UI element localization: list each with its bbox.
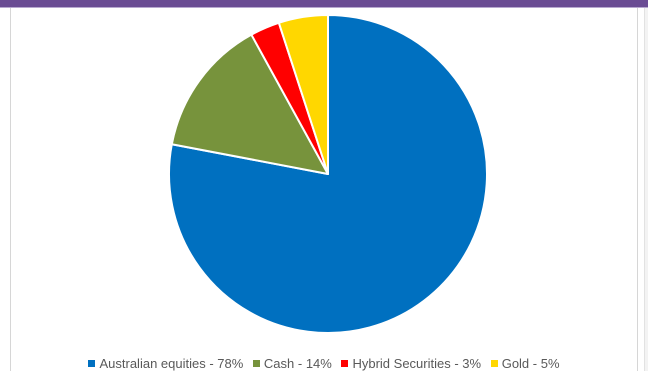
legend-swatch — [88, 360, 96, 367]
window-edge — [644, 8, 648, 371]
legend-item-hybrid-securities: Hybrid Securities - 3% — [341, 355, 481, 371]
legend-item-australian-equities: Australian equities - 78% — [88, 355, 243, 371]
legend-item-gold: Gold - 5% — [490, 355, 560, 371]
legend-label: Cash - 14% — [263, 356, 332, 371]
legend-label: Gold - 5% — [501, 356, 560, 371]
legend-item-cash: Cash - 14% — [252, 355, 332, 371]
header-bar — [0, 0, 648, 7]
legend-label: Hybrid Securities - 3% — [352, 356, 482, 371]
pie-slice-cash — [170, 33, 329, 175]
legend-swatch — [252, 360, 260, 367]
legend-swatch — [341, 360, 349, 367]
pie-slice-gold — [277, 14, 329, 175]
header-bar-divider — [0, 7, 648, 8]
chart-legend: Australian equities - 78% Cash - 14% Hyb… — [0, 355, 648, 371]
legend-label: Australian equities - 78% — [99, 356, 244, 371]
legend-swatch — [490, 360, 498, 367]
